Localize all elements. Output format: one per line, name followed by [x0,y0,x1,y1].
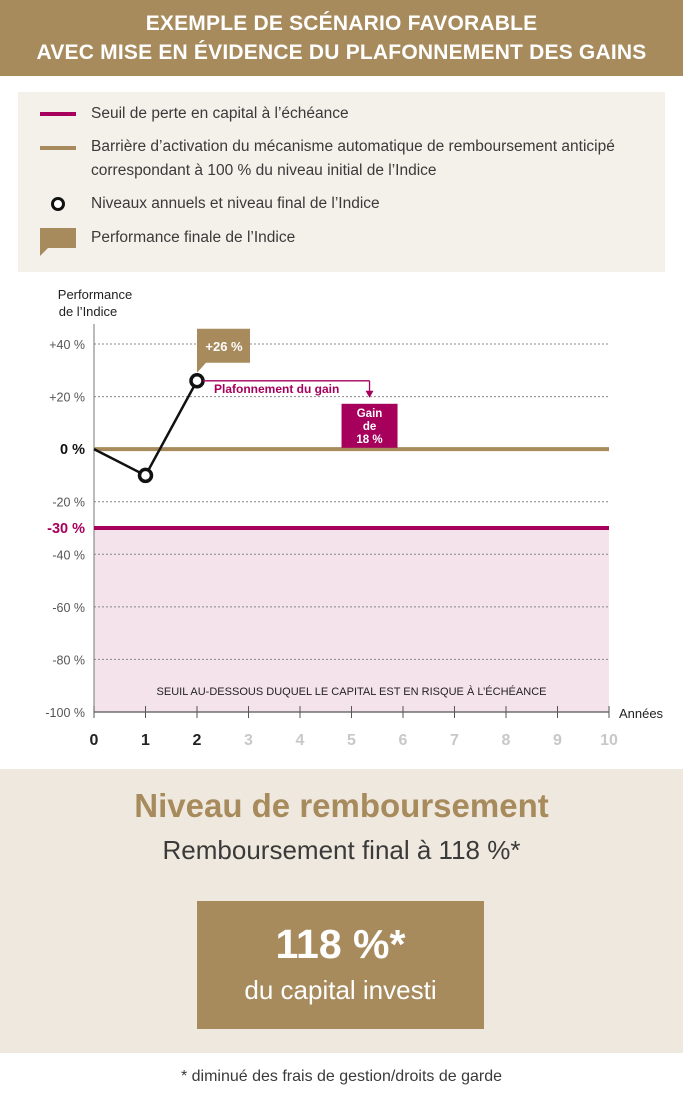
legend-label-index-levels: Niveaux annuels et niveau final de l’Ind… [91,195,380,212]
y-tick-label: +40 % [49,338,85,352]
x-tick-label: 6 [399,732,408,749]
x-tick-label: 5 [347,732,356,749]
y-axis-label-line1: Performance [58,287,132,302]
x-axis-label: Années [619,706,664,721]
page-header: EXEMPLE DE SCÉNARIO FAVORABLE AVEC MISE … [0,0,683,76]
loss-threshold-line-icon [40,112,76,116]
legend-label-barrier-line2: correspondant à 100 % du niveau initial … [91,162,437,179]
index-series [93,373,205,484]
x-tick-label: 8 [502,732,511,749]
y-tick-label: +20 % [49,391,85,405]
y-tick-label: 0 % [60,442,85,458]
repayment-section: Niveau de remboursement Remboursement fi… [0,769,683,1053]
x-ticks: 0 1 2 3 4 5 6 7 8 9 10 [90,706,618,749]
risk-zone-label: SEUIL AU-DESSOUS DUQUEL LE CAPITAL EST E… [157,685,547,698]
legend-label-final-performance: Performance finale de l’Indice [91,229,296,246]
grid-lines [94,343,609,660]
y-tick-label: -100 % [45,706,85,720]
x-tick-label: 7 [450,732,459,749]
gain-label-line: Gain [357,408,383,420]
header-title-line1: EXEMPLE DE SCÉNARIO FAVORABLE [145,12,538,35]
index-level-point [137,467,154,484]
footnote: * diminué des frais de gestion/droits de… [180,1068,503,1085]
final-performance-label: +26 % [205,339,243,354]
gain-label-line: 18 % [356,434,382,446]
x-tick-label: 0 [90,732,99,749]
index-performance-chart: +40 % +20 % 0 % -20 % -30 % -40 % -60 % -80 % -1… [45,287,664,749]
repayment-subtitle: Remboursement final à 118 %* [162,835,521,865]
y-tick-label: -20 % [52,496,85,510]
x-tick-label: 10 [600,732,618,749]
x-tick-label: 9 [553,732,562,749]
cap-arrow-head [365,390,374,398]
header-title-line2: AVEC MISE EN ÉVIDENCE DU PLAFONNEMENT DE… [36,41,647,64]
barrier-line-icon [40,146,76,150]
x-tick-label: 3 [244,732,253,749]
repayment-box-text: du capital investi [244,975,437,1005]
risk-zone [94,528,609,712]
index-line [93,380,199,478]
legend-label-barrier-line1: Barrière d’activation du mécanisme autom… [91,138,615,155]
x-tick-label: 2 [193,732,202,749]
y-tick-label: -80 % [52,653,85,667]
repayment-box-value: 118 %* [275,921,406,967]
gain-label-line: de [363,421,376,433]
index-level-circle-icon [51,197,65,211]
y-tick-label: -40 % [52,548,85,562]
repayment-title: Niveau de remboursement [134,787,549,824]
index-level-point [189,373,205,389]
x-tick-label: 1 [141,732,150,749]
repayment-box: 118 %* du capital investi [197,901,484,1029]
y-tick-labels: +40 % +20 % 0 % -20 % -30 % -40 % -60 % -80 % -1… [45,338,85,720]
final-performance-flag-icon [40,228,76,256]
final-performance-flag [197,328,250,373]
x-tick-label: 4 [296,732,305,749]
gain-box [341,403,398,448]
y-tick-label: -30 % [47,521,85,537]
cap-label: Plafonnement du gain [214,382,339,396]
y-axis-label-line2: de l’Indice [59,304,118,319]
legend-label-loss-threshold: Seuil de perte en capital à l’échéance [91,105,349,122]
chart-legend: Seuil de perte en capital à l’échéance B… [18,92,665,272]
y-tick-label: -60 % [52,601,85,615]
